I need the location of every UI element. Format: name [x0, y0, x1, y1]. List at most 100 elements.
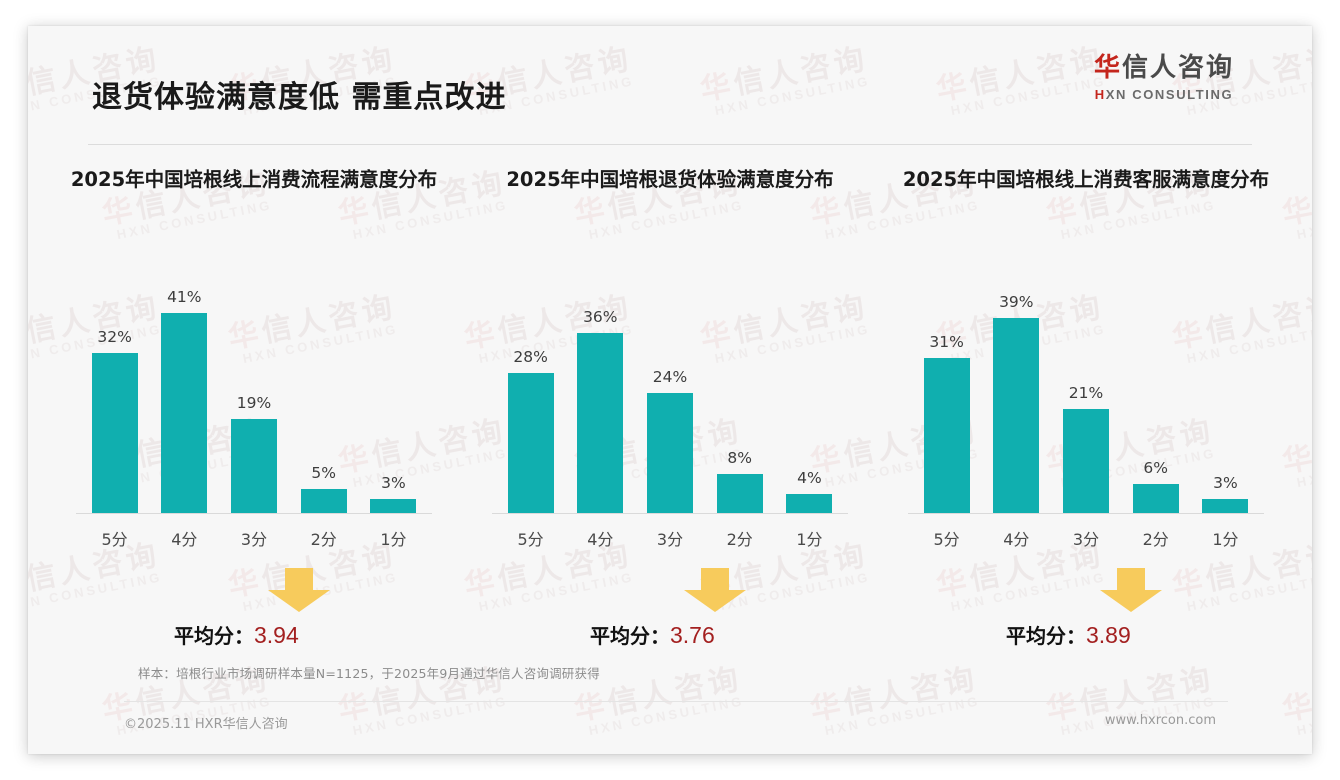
- x-axis-line: [76, 513, 432, 514]
- bar-value-label: 4%: [797, 469, 822, 487]
- bar-item[interactable]: 3%: [363, 288, 424, 514]
- chart-panel-3: 2025年中国培根线上消费客服满意度分布 31% 39% 21% 6% 3% 5分 4分 3分 2…: [878, 166, 1294, 654]
- x-tick-label: 2分: [1142, 530, 1169, 549]
- slide-footer: ©2025.11 HXR华信人咨询 www.hxrcon.com: [28, 713, 1312, 732]
- arrow-down-icon: [684, 568, 746, 612]
- bar-value-label: 28%: [513, 348, 548, 366]
- bar-rect[interactable]: [161, 313, 208, 514]
- bar-item[interactable]: 4%: [779, 288, 840, 514]
- chart-title: 2025年中国培根线上消费客服满意度分布: [902, 168, 1270, 191]
- bar-value-label: 6%: [1143, 459, 1168, 477]
- x-tick-label: 1分: [380, 530, 407, 549]
- bar-value-label: 3%: [381, 474, 406, 492]
- chart-panel-1: 2025年中国培根线上消费流程满意度分布 32% 41% 19% 5% 3% 5分 4分 3分 2…: [46, 166, 462, 654]
- bar-rect[interactable]: [1202, 499, 1249, 514]
- bar-group: 31% 39% 21% 6% 3%: [916, 288, 1256, 514]
- x-tick-label: 4分: [171, 530, 198, 549]
- x-axis-line: [492, 513, 848, 514]
- x-axis-tick-labels: 5分 4分 3分 2分 1分: [84, 514, 424, 550]
- bar-rect[interactable]: [647, 393, 693, 514]
- bar-value-label: 24%: [652, 368, 688, 386]
- x-tick-label: 5分: [101, 530, 128, 549]
- bar-item[interactable]: 36%: [570, 288, 631, 514]
- bar-rect[interactable]: [91, 353, 138, 514]
- copyright-text: ©2025.11 HXR华信人咨询: [124, 717, 288, 732]
- bar-rect[interactable]: [716, 474, 763, 514]
- x-tick-label: 4分: [587, 530, 614, 549]
- average-score-label: 平均分：: [590, 624, 670, 648]
- average-score-block: 平均分：3.89: [878, 568, 1294, 654]
- slide-canvas: 华信人咨询 HXN CONSULTING 华信人咨询 HXN CONSULTING华信…: [28, 26, 1312, 754]
- bar-value-label: 41%: [167, 288, 202, 306]
- bar-value-label: 19%: [236, 394, 272, 412]
- average-score-value: 3.76: [670, 622, 715, 648]
- bar-rect[interactable]: [993, 318, 1040, 514]
- bar-rect[interactable]: [786, 494, 833, 514]
- x-tick-label: 3分: [656, 530, 684, 549]
- website-link[interactable]: www.hxrcon.com: [1104, 713, 1216, 728]
- bar-item[interactable]: 21%: [1055, 288, 1116, 514]
- header-divider: [88, 144, 1252, 145]
- page-title: 退货体验满意度低 需重点改进: [92, 80, 507, 115]
- logo-en-rest: XN CONSULTING: [1105, 86, 1234, 102]
- bar-item[interactable]: 24%: [639, 288, 700, 514]
- bar-value-label: 5%: [311, 464, 336, 482]
- bar-value-label: 3%: [1213, 474, 1238, 492]
- bar-group: 28% 36% 24% 8% 4%: [500, 288, 840, 514]
- company-logo: 华信人咨询 HXN CONSULTING: [1054, 54, 1274, 102]
- x-axis-tick-labels: 5分 4分 3分 2分 1分: [500, 514, 840, 550]
- x-tick-label: 2分: [310, 530, 337, 549]
- chart-plot-area: 32% 41% 19% 5% 3%: [76, 288, 432, 514]
- x-tick-label: 1分: [796, 530, 823, 549]
- bar-value-label: 21%: [1068, 384, 1104, 402]
- average-score-value: 3.94: [254, 622, 299, 648]
- arrow-down-icon: [1100, 568, 1162, 612]
- bar-group: 32% 41% 19% 5% 3%: [84, 288, 424, 514]
- bar-rect[interactable]: [507, 373, 554, 514]
- average-score-block: 平均分：3.94: [46, 568, 462, 654]
- bar-item[interactable]: 3%: [1195, 288, 1256, 514]
- bar-item[interactable]: 28%: [500, 288, 561, 514]
- bar-item[interactable]: 8%: [709, 288, 770, 514]
- slide-header: 退货体验满意度低 需重点改进 华信人咨询 HXN CONSULTING: [28, 26, 1312, 138]
- bar-value-label: 8%: [727, 449, 752, 467]
- x-axis-line: [908, 513, 1264, 514]
- bar-item[interactable]: 32%: [84, 288, 145, 514]
- bar-item[interactable]: 19%: [223, 288, 284, 514]
- logo-accent-char: 华: [1093, 53, 1122, 83]
- bar-item[interactable]: 31%: [916, 288, 977, 514]
- chart-title: 2025年中国培根退货体验满意度分布: [506, 168, 834, 191]
- bar-item[interactable]: 6%: [1125, 288, 1186, 514]
- bar-rect[interactable]: [300, 489, 347, 514]
- x-tick-label: 4分: [1003, 530, 1030, 549]
- chart-panel-2: 2025年中国培根退货体验满意度分布 28% 36% 24% 8% 4% 5分 4分 3分 2分 1…: [462, 166, 878, 654]
- average-score-text: 平均分：3.89: [1006, 620, 1131, 649]
- charts-row: 2025年中国培根线上消费流程满意度分布 32% 41% 19% 5% 3% 5分 4分 3分 2…: [46, 166, 1294, 654]
- arrow-down-icon: [268, 568, 330, 612]
- chart-plot-area: 28% 36% 24% 8% 4%: [492, 288, 848, 514]
- logo-chinese-text: 华信人咨询: [1054, 54, 1274, 83]
- bar-item[interactable]: 39%: [986, 288, 1047, 514]
- bar-item[interactable]: 5%: [293, 288, 354, 514]
- bar-value-label: 39%: [999, 293, 1034, 311]
- x-tick-label: 5分: [517, 530, 544, 549]
- average-score-text: 平均分：3.94: [174, 620, 299, 649]
- x-tick-label: 2分: [726, 530, 753, 549]
- average-score-label: 平均分：: [1006, 624, 1086, 648]
- logo-english-text: HXN CONSULTING: [1054, 87, 1274, 102]
- bar-rect[interactable]: [923, 358, 970, 514]
- bar-value-label: 31%: [929, 333, 964, 351]
- bar-rect[interactable]: [370, 499, 417, 514]
- bar-value-label: 32%: [97, 328, 132, 346]
- bar-value-label: 36%: [583, 308, 618, 326]
- bar-rect[interactable]: [577, 333, 624, 514]
- average-score-block: 平均分：3.76: [462, 568, 878, 654]
- bar-rect[interactable]: [1132, 484, 1179, 514]
- source-footnote: 样本：培根行业市场调研样本量N=1125，于2025年9月通过华信人咨询调研获得: [138, 666, 600, 681]
- average-score-value: 3.89: [1086, 622, 1131, 648]
- logo-en-accent: H: [1094, 86, 1106, 102]
- bar-rect[interactable]: [1063, 409, 1109, 514]
- average-score-label: 平均分：: [174, 624, 254, 648]
- bar-rect[interactable]: [231, 419, 277, 514]
- bar-item[interactable]: 41%: [154, 288, 215, 514]
